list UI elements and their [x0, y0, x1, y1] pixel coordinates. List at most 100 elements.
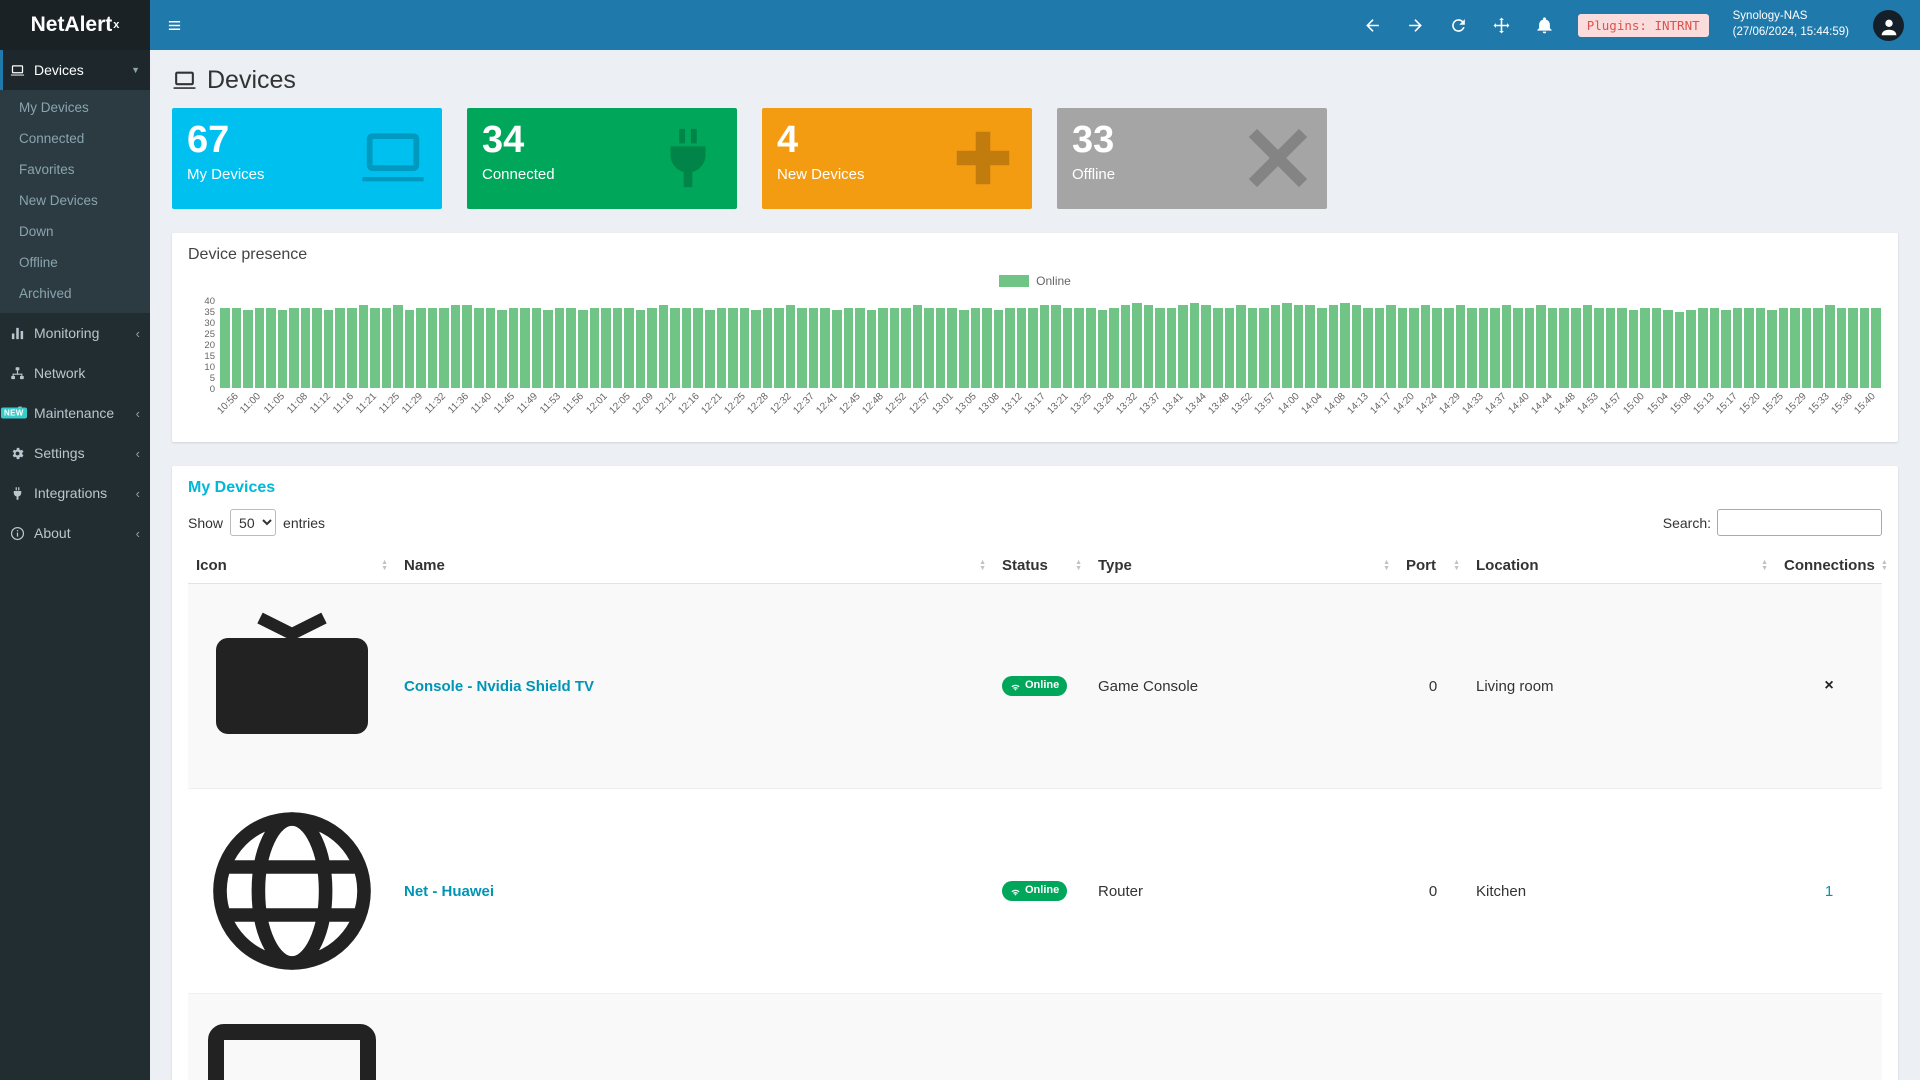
- stat-card-new-devices[interactable]: 4 New Devices: [762, 108, 1032, 209]
- presence-bar: [416, 307, 426, 388]
- column-header-icon[interactable]: Icon ▲ ▼: [188, 548, 396, 584]
- stat-card-offline[interactable]: 33 Offline: [1057, 108, 1327, 209]
- presence-bar: [716, 307, 727, 388]
- sidebar-submenu: My Devices Connected Favorites New Devices D…: [0, 90, 150, 313]
- presence-bar: [1559, 307, 1569, 388]
- chevron-left-icon: ‹: [135, 525, 140, 541]
- presence-bar: [554, 307, 565, 388]
- sort-icon[interactable]: ▲ ▼: [1880, 558, 1888, 572]
- sidebar-item-devices[interactable]: Devices ▼: [0, 50, 150, 90]
- presence-bar: [1109, 307, 1119, 388]
- sidebar-item-settings[interactable]: Settings ‹: [0, 433, 150, 473]
- column-header-label: Status: [1002, 557, 1048, 574]
- presence-bar: [855, 307, 865, 388]
- devices-table: Icon ▲ ▼ Name ▲ ▼ Status ▲ ▼ Type ▲ ▼ Port ▲ ▼ Location…: [188, 548, 1888, 1080]
- x-axis-tick: 15:08: [1667, 391, 1694, 417]
- presence-bar: [1293, 305, 1304, 388]
- status-badge: Online: [1002, 676, 1068, 696]
- presence-bar: [474, 307, 484, 388]
- nav-back-icon[interactable]: [1363, 16, 1382, 35]
- x-axis-tick: 12:37: [791, 391, 818, 417]
- sort-icon[interactable]: ▲ ▼: [381, 558, 388, 572]
- sidebar-item-maintenance[interactable]: NEW Maintenance ‹: [0, 393, 150, 433]
- top-navbar: NetAlert x Plugins: INTRNT Synology-NAS (…: [0, 0, 1920, 50]
- presence-bar: [1721, 309, 1731, 388]
- sidebar-item-integrations[interactable]: Integrations ‹: [0, 473, 150, 513]
- x-axis-tick: 12:48: [860, 391, 887, 417]
- column-header-type[interactable]: Type ▲ ▼: [1090, 548, 1398, 584]
- stat-cards: 67 My Devices 34 Connected 4 New Devices 33 Off…: [150, 108, 1920, 209]
- sidebar-toggle-button[interactable]: [150, 0, 198, 50]
- sort-icon[interactable]: ▲ ▼: [1075, 558, 1082, 572]
- stat-value: 67: [187, 119, 230, 161]
- sidebar-subitem-down[interactable]: Down: [19, 224, 54, 239]
- x-axis-tick: 10:56: [214, 391, 241, 417]
- nav-forward-icon[interactable]: [1406, 16, 1425, 35]
- app-logo[interactable]: NetAlert x: [0, 0, 150, 50]
- plugins-status-badge[interactable]: Plugins: INTRNT: [1577, 13, 1709, 37]
- sidebar-item-label: Maintenance: [34, 405, 115, 421]
- stat-card-my-devices[interactable]: 67 My Devices: [172, 108, 442, 209]
- sidebar-subitem-my-devices[interactable]: My Devices: [19, 100, 89, 115]
- sort-icon[interactable]: ▲ ▼: [979, 558, 986, 572]
- chevron-left-icon: ‹: [135, 485, 140, 501]
- connections-count-link[interactable]: 1: [1824, 882, 1834, 900]
- presence-bar: [1143, 305, 1154, 388]
- x-axis-tick: 15:20: [1737, 391, 1763, 417]
- sort-icon[interactable]: ▲ ▼: [1453, 558, 1460, 572]
- device-presence-title: Device presence: [188, 246, 308, 263]
- sidebar-subitem-archived[interactable]: Archived: [19, 286, 72, 301]
- column-header-connections[interactable]: Connections ▲ ▼: [1776, 548, 1888, 584]
- presence-bar: [1028, 307, 1038, 388]
- sort-icon[interactable]: ▲ ▼: [1761, 558, 1768, 572]
- sidebar-item-about[interactable]: About ‹: [0, 513, 150, 553]
- column-header-status[interactable]: Status ▲ ▼: [994, 548, 1090, 584]
- presence-bar: [935, 307, 946, 388]
- stat-card-connected[interactable]: 34 Connected: [467, 108, 737, 209]
- x-axis-tick: 11:00: [238, 391, 264, 416]
- presence-bar: [693, 307, 703, 388]
- presence-bar: [439, 307, 449, 388]
- sidebar-subitem-offline[interactable]: Offline: [19, 255, 58, 270]
- presence-bar: [1132, 302, 1142, 388]
- x-axis-tick: 12:57: [906, 391, 933, 417]
- presence-bar: [404, 309, 415, 388]
- refresh-icon[interactable]: [1449, 16, 1468, 35]
- x-axis-tick: 13:48: [1206, 391, 1233, 417]
- presence-bar: [762, 307, 773, 388]
- x-axis-tick: 11:21: [353, 391, 379, 416]
- page-length-select[interactable]: 50: [230, 509, 277, 536]
- delete-connection-icon[interactable]: ×: [1824, 677, 1834, 694]
- presence-bar: [1443, 307, 1454, 388]
- presence-bar: [1467, 307, 1477, 388]
- user-avatar[interactable]: [1873, 9, 1904, 41]
- y-axis-tick: 25: [204, 329, 215, 340]
- notifications-bell-icon[interactable]: [1535, 16, 1554, 35]
- column-header-port[interactable]: Port ▲ ▼: [1398, 548, 1468, 584]
- presence-bar: [1501, 305, 1512, 388]
- presence-bar: [1316, 307, 1327, 388]
- search-input[interactable]: [1717, 509, 1882, 536]
- column-header-name[interactable]: Name ▲ ▼: [396, 548, 994, 584]
- sidebar-subitem-favorites[interactable]: Favorites: [19, 162, 75, 177]
- presence-bar: [785, 305, 796, 388]
- presence-bar: [220, 307, 230, 388]
- presence-bar: [289, 307, 299, 388]
- sort-icon[interactable]: ▲ ▼: [1383, 558, 1390, 572]
- device-name-link[interactable]: Console - Nvidia Shield TV: [404, 677, 595, 695]
- sidebar-item-network[interactable]: Network: [0, 353, 150, 393]
- device-presence-panel: Device presence Online 40 35 30 25 20 15 10 5 0 …: [172, 233, 1898, 442]
- sidebar-subitem-new-devices[interactable]: New Devices: [19, 193, 98, 208]
- x-axis-tick: 14:33: [1460, 391, 1486, 417]
- presence-bar: [1628, 309, 1639, 388]
- device-name-link[interactable]: Net - Huawei: [404, 882, 495, 900]
- chart-legend[interactable]: Online: [172, 272, 1898, 296]
- move-icon[interactable]: [1492, 16, 1511, 35]
- presence-bar: [878, 307, 888, 388]
- presence-bar: [1328, 305, 1339, 388]
- x-thick-icon: [1243, 123, 1313, 193]
- sidebar-item-monitoring[interactable]: Monitoring ‹: [0, 313, 150, 353]
- sidebar-subitem-connected[interactable]: Connected: [19, 131, 85, 146]
- search-label: Search:: [1662, 514, 1711, 531]
- column-header-location[interactable]: Location ▲ ▼: [1468, 548, 1776, 584]
